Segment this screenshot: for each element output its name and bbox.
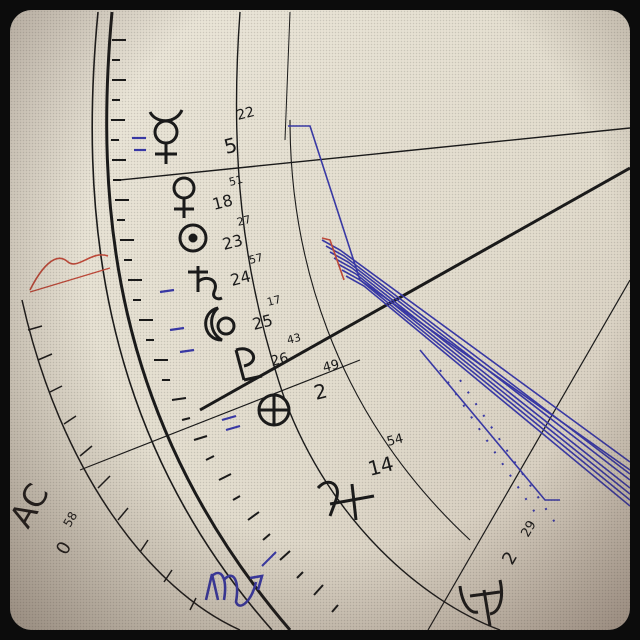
- moon-minute: 17: [266, 293, 283, 309]
- moon-icon: [204, 306, 236, 342]
- pluto-degree: 26: [269, 350, 290, 370]
- mercury-degree: 5: [221, 132, 239, 158]
- saturn-minute: 57: [248, 251, 265, 267]
- fortune-degree: 2: [311, 378, 329, 404]
- ascendant-label: AC 0 58: [10, 477, 80, 558]
- saturn-icon: [188, 266, 223, 301]
- ascendant-minute: 58: [60, 509, 80, 529]
- pluto-minute: 43: [286, 331, 303, 347]
- sun-icon: [178, 223, 208, 253]
- red-aspect: [321, 237, 345, 281]
- photo-frame: 5 22 18 51 23 27 24 57 25 17 26 43 2 49 …: [10, 10, 630, 630]
- mercury-icon: [148, 109, 184, 164]
- sun-minute: 27: [236, 213, 253, 229]
- uranus-icon: [458, 579, 504, 627]
- mercury-minute: 22: [235, 104, 256, 124]
- saturn-degree: 24: [228, 267, 252, 290]
- outer-ascendant-ticks: [27, 325, 197, 611]
- jupiter-icon: [316, 480, 375, 521]
- jupiter-degree: 14: [365, 451, 396, 480]
- sun-degree: 23: [220, 231, 244, 254]
- red-glyph: [29, 254, 109, 291]
- fortune-minute: 49: [321, 357, 341, 376]
- uranus-minute: 29: [518, 518, 539, 540]
- part-of-fortune-icon: [257, 393, 291, 427]
- jupiter-minute: 54: [385, 431, 405, 450]
- venus-icon: [172, 176, 196, 218]
- scorpio-glyph-icon: [204, 551, 277, 607]
- degree-ticks: [111, 39, 339, 613]
- house-cusps: [79, 11, 630, 630]
- moon-degree: 25: [250, 311, 274, 334]
- venus-degree: 18: [210, 191, 234, 214]
- astrology-chart-photo: 5 22 18 51 23 27 24 57 25 17 26 43 2 49 …: [10, 10, 630, 630]
- pluto-icon: [234, 347, 263, 382]
- blue-degree-ticks: [132, 136, 241, 432]
- chart-rings: [21, 11, 501, 630]
- venus-minute: 51: [228, 173, 245, 189]
